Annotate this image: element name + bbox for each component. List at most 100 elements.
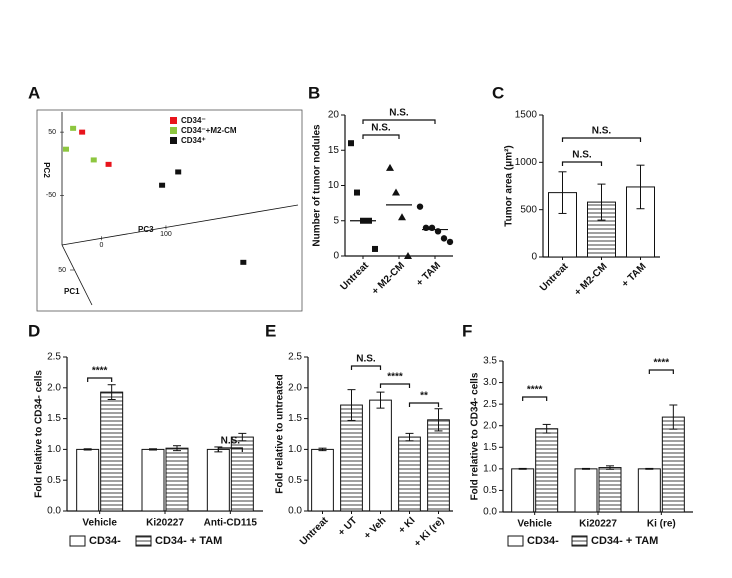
x-tick-label: + M2-CM (370, 260, 407, 297)
bar (165, 447, 189, 512)
point (392, 188, 400, 196)
bar (637, 468, 661, 513)
x-tick-label: + TAM (620, 261, 649, 290)
point (372, 245, 378, 252)
panel-letter: E (265, 321, 276, 340)
annotation: N.S. (389, 108, 409, 119)
legend-swatch (170, 127, 177, 134)
point (63, 146, 70, 152)
x-tick-label: Untreat (298, 515, 331, 548)
bar (511, 468, 535, 513)
bar (535, 428, 559, 513)
annotation: **** (387, 372, 403, 383)
annotation: N.S. (356, 354, 376, 365)
bar (661, 416, 685, 513)
x-tick-label: Ki20227 (579, 519, 617, 530)
point (348, 140, 354, 147)
y-tick-label: 3.0 (483, 377, 497, 388)
bracket (362, 119, 436, 124)
x-tick-label: Untreat (538, 261, 571, 294)
point (398, 213, 406, 221)
bar (427, 419, 450, 512)
bracket (522, 396, 548, 401)
y-axis-label: Tumor area (μm²) (504, 145, 515, 227)
y-tick-label: 1.5 (288, 413, 302, 424)
legend-label: CD34- (527, 535, 559, 547)
x-tick-label: Vehicle (517, 519, 552, 530)
x-tick-label: Ki (re) (647, 519, 676, 530)
bracket (217, 447, 243, 452)
legend-label: CD34- (89, 535, 121, 547)
bar (398, 436, 421, 512)
y-tick-label: 15 (328, 145, 340, 156)
bar (574, 468, 598, 513)
x-tick-label: + Ki (re) (412, 515, 446, 549)
y-tick-label: 0 (531, 252, 537, 263)
z-tick-label: 50 (58, 267, 66, 274)
y-tick-label: 20 (328, 110, 340, 121)
annotation: N.S. (371, 123, 391, 134)
y-axis-label: Fold relative to CD34- cells (470, 372, 481, 500)
legend-swatch (571, 535, 588, 547)
y-tick-label: 0.0 (288, 506, 302, 517)
panel-letter: C (492, 83, 504, 102)
y-tick-label: 1.0 (47, 444, 61, 455)
bracket (561, 161, 603, 166)
bracket (408, 402, 440, 407)
axis (61, 244, 93, 306)
bracket (87, 377, 113, 382)
x-tick-label: + M2-CM (572, 261, 609, 298)
legend-swatch (170, 117, 177, 124)
y-axis-label: Number of tumor nodules (312, 124, 323, 247)
y-tick-label: 1500 (515, 110, 538, 121)
point (175, 169, 182, 175)
point (404, 252, 412, 259)
legend-swatch (135, 535, 152, 547)
annotation: N.S. (592, 126, 612, 137)
annotation: N.S. (221, 436, 241, 447)
plot-box (36, 109, 303, 312)
annotation: **** (527, 385, 543, 396)
x-tick-label: 100 (160, 231, 172, 238)
y-tick-label: 2.0 (47, 382, 61, 393)
y-tick-label: 1.0 (288, 444, 302, 455)
y-axis-label: Fold relative to CD34- cells (34, 370, 45, 498)
legend-label: CD34⁻ (181, 116, 206, 125)
x-tick-label: + KI (397, 515, 418, 536)
y-tick-label: 0.0 (483, 507, 497, 518)
bracket (379, 383, 411, 388)
x-tick-label: Vehicle (82, 518, 117, 529)
y-tick-label: 1.0 (483, 463, 497, 474)
point (440, 235, 448, 242)
z-axis-label: PC1 (64, 287, 80, 296)
y-tick-label: 1000 (515, 157, 538, 168)
point (90, 157, 97, 163)
x-tick-label: 0 (100, 242, 104, 249)
bracket (561, 137, 642, 142)
panel-letter: B (308, 83, 320, 102)
panel-letter: D (28, 321, 40, 340)
x-axis-label: PC3 (138, 225, 154, 234)
legend-label: CD34- + TAM (155, 535, 222, 547)
x-tick-label: Ki20227 (146, 518, 184, 529)
bar (598, 467, 622, 513)
point (79, 129, 86, 135)
x-tick-label: + UT (336, 515, 359, 538)
legend-swatch (507, 535, 524, 547)
point (70, 125, 77, 131)
axis (61, 204, 299, 246)
point (105, 161, 112, 167)
panel-letter: A (28, 83, 40, 102)
bracket (362, 134, 400, 139)
bar (76, 448, 100, 512)
annotation: N.S. (572, 150, 592, 161)
bracket (648, 369, 674, 374)
y-tick-label: 2.5 (483, 399, 497, 410)
x-tick-label: Untreat (338, 260, 371, 293)
legend-swatch (170, 137, 177, 144)
point (240, 259, 247, 265)
bar (311, 448, 334, 512)
y-tick-label: 5 (333, 215, 339, 226)
annotation: ** (420, 391, 428, 402)
legend-label: CD34⁺ (181, 136, 206, 145)
